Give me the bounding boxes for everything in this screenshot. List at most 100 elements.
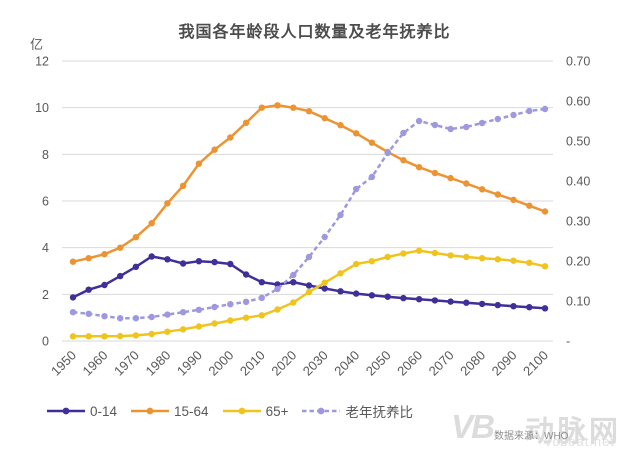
data-point-marker [195,258,203,265]
watermark-logo-icon: VB [451,408,495,445]
data-point-marker [195,160,203,167]
data-source-label: 数据来源：WHO [494,431,569,442]
legend: 0-14 15-64 65+ 老年抚养比 [46,401,413,421]
data-point-marker [290,271,297,279]
data-point-marker [415,296,423,303]
data-point-marker [447,298,454,305]
data-point-marker [195,306,203,313]
x-axis-tick-label: 2010 [237,348,268,379]
data-point-marker [69,309,77,316]
data-point-marker [179,260,187,267]
data-point-marker [478,255,486,262]
legend-marker-icon [47,407,85,415]
data-point-marker [478,300,486,308]
legend-label: 65+ [265,403,289,419]
data-point-marker [494,256,501,263]
legend-label: 15-64 [174,403,209,419]
data-point-marker [179,182,187,189]
x-axis-tick-label: 2000 [205,348,236,379]
x-axis-tick-label: 1990 [174,348,205,379]
data-point-marker [368,173,376,181]
data-point-marker [526,202,533,209]
legend-label: 0-14 [90,403,118,419]
legend-marker-icon [131,407,170,415]
data-point-marker [353,260,360,268]
data-point-marker [258,104,265,111]
data-point-marker [368,292,376,299]
data-point-marker [148,220,155,227]
data-point-marker [321,233,328,241]
legend-item-0-14: 0-14 [46,404,117,419]
y-axis-left-tick-label: 12 [35,55,49,69]
data-point-marker [384,149,391,157]
data-point-marker [132,332,140,339]
data-point-marker [415,117,423,125]
data-point-marker [290,299,297,306]
data-point-marker [117,332,124,340]
data-point-marker [179,309,187,316]
data-point-marker [211,258,218,266]
chart-canvas: 0 2 4 6 8 10 12 - 0.10 0.20 0.30 0.40 0.50 0.60 0.70 19… [35,55,590,379]
data-point-marker [431,297,439,304]
y-axis-right-tick-label: 0.20 [566,255,590,269]
data-point-marker [132,263,140,270]
data-point-marker [132,234,140,241]
data-point-marker [148,313,155,321]
data-point-marker [447,252,454,259]
data-point-marker [227,260,234,268]
y-axis-left-tick-label: 2 [42,288,49,302]
data-point-marker [227,134,234,141]
x-axis-tick-label: 1970 [111,348,142,379]
data-point-marker [164,256,171,263]
data-point-marker [541,305,549,312]
x-axis-tick-label: 2090 [489,348,520,379]
data-point-marker [494,191,501,198]
data-point-marker [463,253,470,261]
data-point-marker [510,303,517,310]
data-point-marker [400,250,407,257]
data-point-marker [368,139,376,146]
data-point-marker [148,253,155,260]
y-axis-left-tick-label: 4 [42,241,49,255]
data-point-marker [447,125,454,133]
y-axis-left-tick-label: 0 [42,335,49,349]
y-axis-right-tick-label: 0.70 [566,55,590,69]
data-point-marker [541,263,549,270]
data-point-marker [400,294,407,302]
data-point-marker [353,290,360,297]
data-point-marker [431,121,439,129]
data-point-marker [195,323,203,330]
data-point-marker [101,251,108,258]
data-point-marker [85,255,92,262]
data-point-marker [447,174,454,182]
data-point-marker [431,249,439,257]
data-point-marker [305,282,313,289]
legend-label: 老年抚养比 [345,405,413,420]
data-point-marker [305,108,313,115]
y-axis-right-tick-label: - [566,335,570,349]
y-axis-right-tick-label: 0.10 [566,295,590,309]
y-axis-left-tick-label: 8 [42,148,49,162]
data-point-marker [510,196,517,203]
data-point-marker [463,180,470,187]
data-point-marker [258,279,265,286]
data-point-marker [541,105,549,113]
data-point-marker [227,301,234,308]
x-axis-tick-label: 2060 [394,348,425,379]
x-axis-tick-label: 2040 [331,348,362,379]
data-point-marker [494,301,501,309]
data-point-marker [101,281,108,289]
x-axis-tick-label: 2030 [300,348,331,379]
y-axis-right-tick-label: 0.30 [566,215,590,229]
data-point-marker [148,330,155,338]
data-point-marker [305,253,313,261]
data-point-marker [415,164,423,171]
data-point-marker [305,288,313,296]
data-point-marker [101,333,108,340]
y-axis-left-tick-label: 6 [42,195,49,209]
y-axis-unit-label: 亿 [30,37,44,52]
series-line-15-64 [72,104,546,263]
data-point-marker [164,200,171,207]
x-axis-tick-label: 2020 [268,348,299,379]
